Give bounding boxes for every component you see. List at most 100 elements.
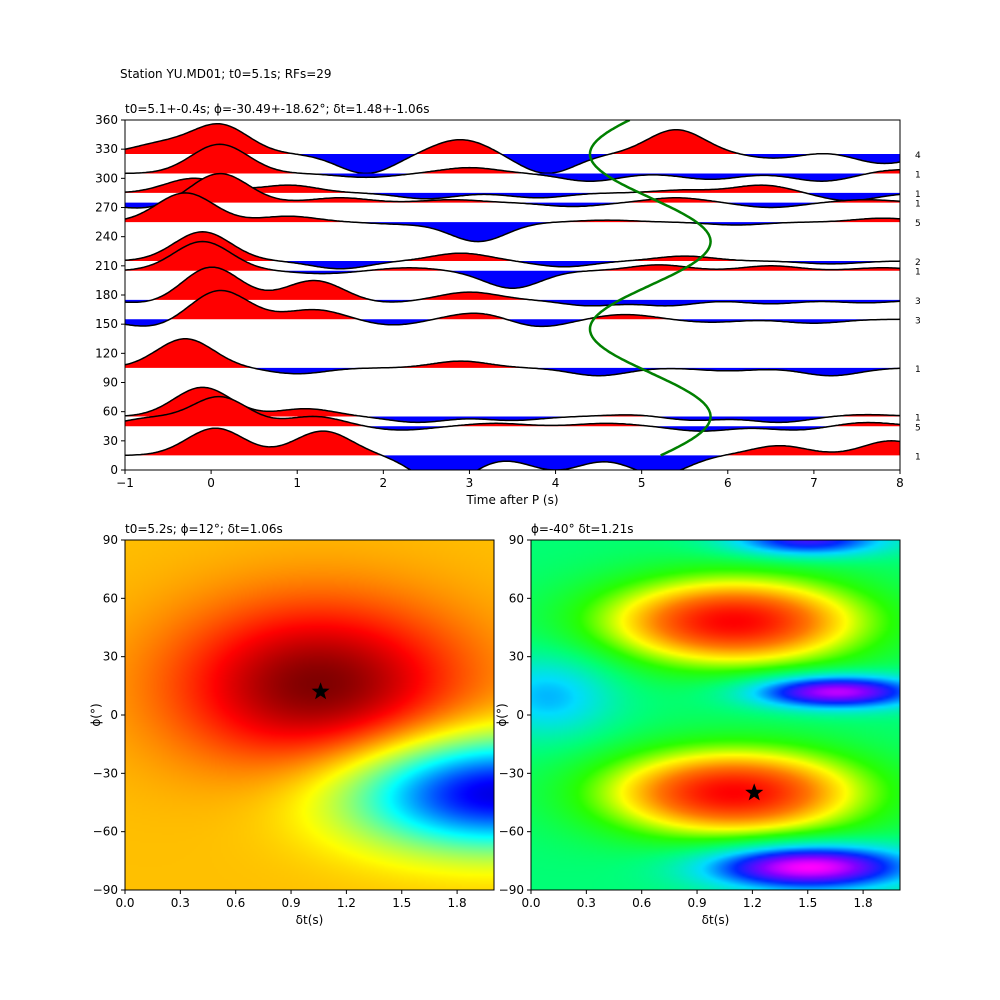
y-tick-label: 0	[516, 708, 524, 722]
x-tick-label: 0.0	[521, 896, 540, 910]
y-tick-label: 90	[103, 533, 118, 547]
rf-positive-fill	[125, 290, 900, 320]
y-tick-label: 30	[103, 650, 118, 664]
rf-positive-fill	[125, 428, 900, 456]
x-tick-label: 1.2	[743, 896, 762, 910]
rf-trace-count-label: 5	[915, 423, 921, 433]
rf-positive-fill	[125, 123, 900, 155]
y-tick-label: 60	[103, 405, 118, 419]
y-tick-label: 60	[103, 591, 118, 605]
x-tick-label: 7	[810, 476, 818, 490]
y-tick-label: 330	[95, 142, 118, 156]
rf-positive-fill	[125, 267, 900, 300]
x-tick-label: 1.8	[448, 896, 467, 910]
y-tick-label: 360	[95, 113, 118, 127]
grid-left-x-label: δt(s)	[296, 913, 324, 927]
rf-trace-15	[125, 427, 900, 470]
harmonic-fit-curve	[588, 120, 712, 457]
rf-negative-fill	[125, 367, 900, 376]
rf-trace-count-label: 2	[915, 258, 921, 268]
x-tick-label: 3	[466, 476, 474, 490]
grid-right-title: ϕ=-40° δt=1.21s	[531, 522, 633, 536]
rf-trace-line	[125, 143, 900, 183]
x-tick-label: 5	[638, 476, 646, 490]
grid-left-heatmap	[125, 540, 494, 890]
rf-positive-fill	[125, 396, 900, 427]
y-tick-label: 240	[95, 230, 118, 244]
rf-trace-count-label: 5	[915, 219, 921, 229]
rf-trace-count-label: 3	[915, 316, 921, 326]
grid-right-y-label: ϕ(°)	[495, 703, 509, 726]
y-tick-label: 60	[509, 591, 524, 605]
y-tick-label: −60	[499, 825, 524, 839]
rf-trace-count-label: 3	[915, 297, 921, 307]
y-tick-label: −90	[499, 883, 524, 897]
x-tick-label: 0.6	[226, 896, 245, 910]
rf-trace-line	[125, 231, 900, 270]
x-tick-label: 1.2	[337, 896, 356, 910]
rf-trace-325	[125, 123, 900, 175]
rf-trace-count-label: 4	[915, 151, 921, 161]
rf-trace-305	[125, 143, 900, 183]
rf-trace-count-label: 1	[915, 170, 921, 180]
rf-trace-count-label: 1	[915, 268, 921, 278]
grid-search-left-panel: t0=5.2s; ϕ=12°; δt=1.06s 0.0 0.3 0.6 0.9 1.2…	[89, 522, 495, 927]
y-tick-label: −30	[93, 766, 118, 780]
x-tick-label: 0.3	[577, 896, 596, 910]
x-tick-label: −1	[116, 476, 134, 490]
rf-negative-fill	[125, 270, 900, 289]
grid-right-x-label: δt(s)	[702, 913, 730, 927]
rf-trace-45	[125, 395, 900, 432]
y-tick-label: 0	[110, 708, 118, 722]
rf-negative-fill	[125, 455, 900, 470]
y-tick-label: 30	[509, 650, 524, 664]
rf-trace-175	[125, 266, 900, 307]
rf-trace-line	[125, 386, 900, 424]
x-tick-label: 1.5	[798, 896, 817, 910]
best-fit-star-marker	[311, 682, 330, 700]
x-tick-label: 0.0	[115, 896, 134, 910]
figure-suptitle: Station YU.MD01; t0=5.1s; RFs=29	[120, 67, 332, 81]
y-tick-label: 90	[509, 533, 524, 547]
y-tick-label: 270	[95, 201, 118, 215]
rf-trace-line	[125, 177, 900, 202]
y-tick-label: 210	[95, 259, 118, 273]
x-tick-label: 1.5	[392, 896, 411, 910]
rf-trace-line	[125, 240, 900, 289]
grid-left-title: t0=5.2s; ϕ=12°; δt=1.06s	[125, 522, 283, 536]
x-tick-label: 4	[552, 476, 560, 490]
rf-trace-line	[125, 289, 900, 328]
rf-positive-fill	[125, 178, 900, 193]
rf-trace-155	[125, 289, 900, 328]
y-tick-label: −30	[499, 766, 524, 780]
rf-positive-fill	[125, 231, 900, 261]
x-tick-label: 0.9	[282, 896, 301, 910]
rf-negative-fill	[125, 222, 900, 242]
grid-left-y-label: ϕ(°)	[89, 703, 103, 726]
rf-negative-fill	[125, 416, 900, 423]
rf-trace-line	[125, 123, 900, 175]
y-tick-label: −90	[93, 883, 118, 897]
x-tick-label: 6	[724, 476, 732, 490]
y-tick-label: 150	[95, 317, 118, 331]
best-fit-star-marker	[745, 783, 764, 801]
x-tick-label: 2	[380, 476, 388, 490]
rf-positive-fill	[125, 144, 900, 174]
rf-trace-105	[125, 338, 900, 377]
rf-negative-fill	[125, 192, 900, 201]
rf-panel-title: t0=5.1+-0.4s; ϕ=-30.49+-18.62°; δt=1.48+…	[125, 102, 429, 116]
x-tick-label: 0.9	[688, 896, 707, 910]
y-tick-label: 180	[95, 288, 118, 302]
rf-trace-line	[125, 338, 900, 377]
rf-trace-line	[125, 192, 900, 243]
rf-trace-line	[125, 266, 900, 307]
grid-right-heatmap	[531, 540, 900, 890]
x-tick-label: 1	[293, 476, 301, 490]
rf-trace-count-label: 1	[915, 414, 921, 424]
rf-trace-255	[125, 192, 900, 243]
y-tick-label: −60	[93, 825, 118, 839]
rf-negative-fill	[125, 319, 900, 327]
rf-positive-fill	[125, 192, 900, 223]
rf-trace-count-label: 1	[915, 200, 921, 210]
rf-trace-count-label: 1	[915, 365, 921, 375]
